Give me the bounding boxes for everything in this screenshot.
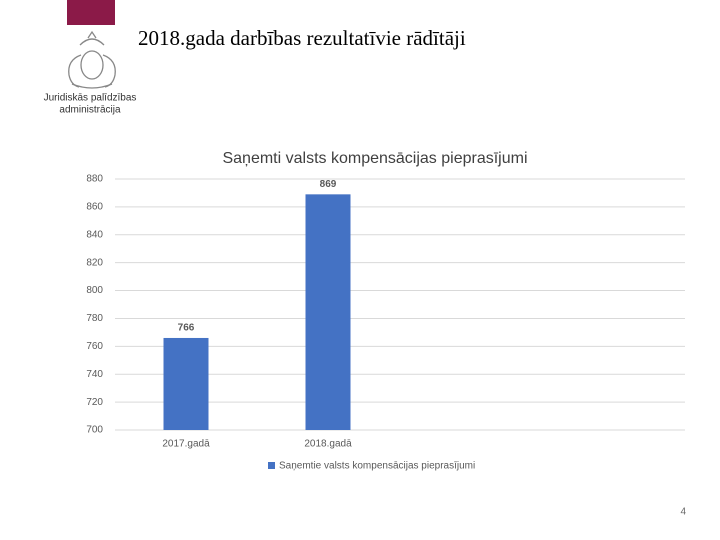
y-tick-label: 840 [86, 229, 103, 240]
y-tick-label: 720 [86, 397, 103, 408]
x-tick-label: 2017.gadā [162, 439, 210, 450]
y-tick-label: 820 [86, 257, 103, 268]
y-tick-label: 780 [86, 313, 103, 324]
chart-title: Saņemti valsts kompensācijas pieprasījum… [222, 150, 527, 167]
y-tick-label: 800 [86, 285, 103, 296]
x-tick-label: 2018.gadā [304, 439, 352, 450]
data-label: 869 [320, 179, 337, 190]
logo-text: Juridiskās palīdzības [44, 93, 137, 104]
data-label: 766 [178, 323, 195, 334]
y-tick-label: 760 [86, 341, 103, 352]
y-tick-label: 740 [86, 369, 103, 380]
page-number: 4 [680, 507, 686, 518]
coat-of-arms [68, 30, 116, 89]
logo-text: administrācija [59, 105, 121, 116]
legend-label: Saņemtie valsts kompensācijas pieprasīju… [279, 461, 475, 472]
legend-swatch [268, 462, 275, 469]
y-tick-label: 880 [86, 174, 103, 185]
slide-title: 2018.gada darbības rezultatīvie rādītāji [138, 26, 466, 50]
logo-band [67, 0, 115, 25]
bar [163, 337, 209, 430]
bar [305, 194, 351, 430]
y-tick-label: 860 [86, 202, 103, 213]
y-tick-label: 700 [86, 425, 103, 436]
